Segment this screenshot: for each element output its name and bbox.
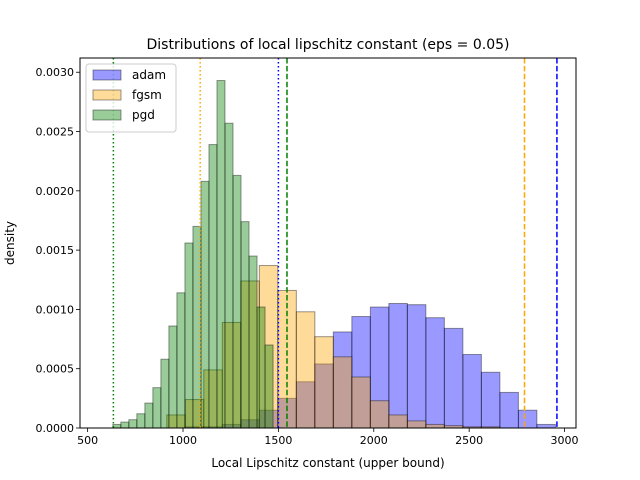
x-tick-label-3: 2000 xyxy=(360,434,388,447)
x-tick-label-2: 1500 xyxy=(264,434,292,447)
series-adam xyxy=(184,302,556,429)
y-tick-label-1: 0.0005 xyxy=(36,363,75,376)
bar-adam-16 xyxy=(462,353,482,429)
mean-lines-layer xyxy=(112,58,558,428)
bar-fgsm-7 xyxy=(295,311,316,429)
plot-frame xyxy=(79,57,577,429)
bar-pgd-1 xyxy=(120,421,130,429)
bar-pgd-12 xyxy=(208,144,218,429)
bar-pgd-13 xyxy=(216,80,226,429)
bar-adam-12 xyxy=(388,302,408,429)
bar-adam-15 xyxy=(443,327,464,429)
bar-adam-13 xyxy=(406,304,427,429)
bars-layer xyxy=(112,80,556,429)
bar-pgd-3 xyxy=(136,413,146,429)
bar-pgd-19 xyxy=(264,344,274,429)
bar-pgd-18 xyxy=(256,306,266,429)
bar-pgd-11 xyxy=(200,180,210,429)
bar-fgsm-12 xyxy=(388,414,408,429)
bar-adam-14 xyxy=(425,317,445,429)
bar-fgsm-8 xyxy=(314,336,334,429)
bar-adam-18 xyxy=(499,391,519,429)
series-pgd xyxy=(112,80,274,429)
y-tick-label-0: 0.0000 xyxy=(36,422,75,435)
legend-label-fgsm: fgsm xyxy=(132,88,162,102)
legend-label-pgd: pgd xyxy=(132,108,155,122)
bar-pgd-8 xyxy=(176,292,186,429)
y-tick-label-3: 0.0015 xyxy=(36,244,75,257)
bar-adam-19 xyxy=(517,409,538,429)
bar-pgd-6 xyxy=(160,358,170,429)
bar-pgd-5 xyxy=(152,387,162,429)
bar-fgsm-13 xyxy=(406,420,427,429)
bar-fgsm-11 xyxy=(369,400,390,429)
x-tick-label-1: 1000 xyxy=(169,434,197,447)
y-tick-label-6: 0.0030 xyxy=(36,66,75,79)
x-tick-label-5: 3000 xyxy=(551,434,579,447)
x-tick-label-4: 2500 xyxy=(455,434,483,447)
series-fgsm xyxy=(166,265,501,429)
legend-swatch-adam xyxy=(92,69,122,81)
x-axis-label: Local Lipschitz constant (upper bound) xyxy=(211,456,444,470)
legend-swatch-fgsm xyxy=(92,89,122,101)
bar-pgd-9 xyxy=(184,242,194,429)
legend-box xyxy=(85,63,177,133)
y-axis-label: density xyxy=(3,221,17,265)
chart-title: Distributions of local lipschitz constan… xyxy=(147,37,510,53)
bar-pgd-14 xyxy=(224,122,234,429)
bar-pgd-17 xyxy=(248,255,258,429)
legend: adam fgsm pgd xyxy=(85,63,177,133)
x-axis-ticks: 500 1000 1500 2000 2500 3000 xyxy=(77,428,579,447)
bar-pgd-7 xyxy=(168,325,178,429)
bar-pgd-16 xyxy=(240,221,250,429)
bar-fgsm-10 xyxy=(351,376,371,429)
x-tick-label-0: 500 xyxy=(77,434,98,447)
y-tick-label-2: 0.0010 xyxy=(36,303,75,316)
legend-label-adam: adam xyxy=(132,68,166,82)
bar-pgd-15 xyxy=(232,174,242,429)
bar-fgsm-14 xyxy=(425,423,445,429)
y-tick-label-4: 0.0020 xyxy=(36,185,75,198)
y-axis-ticks: 0.0000 0.0005 0.0010 0.0015 0.0020 0.0025 0.00… xyxy=(36,66,80,435)
bar-fgsm-9 xyxy=(332,356,353,429)
bar-adam-20 xyxy=(536,423,556,429)
legend-swatch-pgd xyxy=(92,109,122,121)
bar-pgd-2 xyxy=(128,419,138,429)
y-tick-label-5: 0.0025 xyxy=(36,126,75,139)
bar-pgd-4 xyxy=(144,402,154,429)
bar-adam-17 xyxy=(480,371,501,429)
